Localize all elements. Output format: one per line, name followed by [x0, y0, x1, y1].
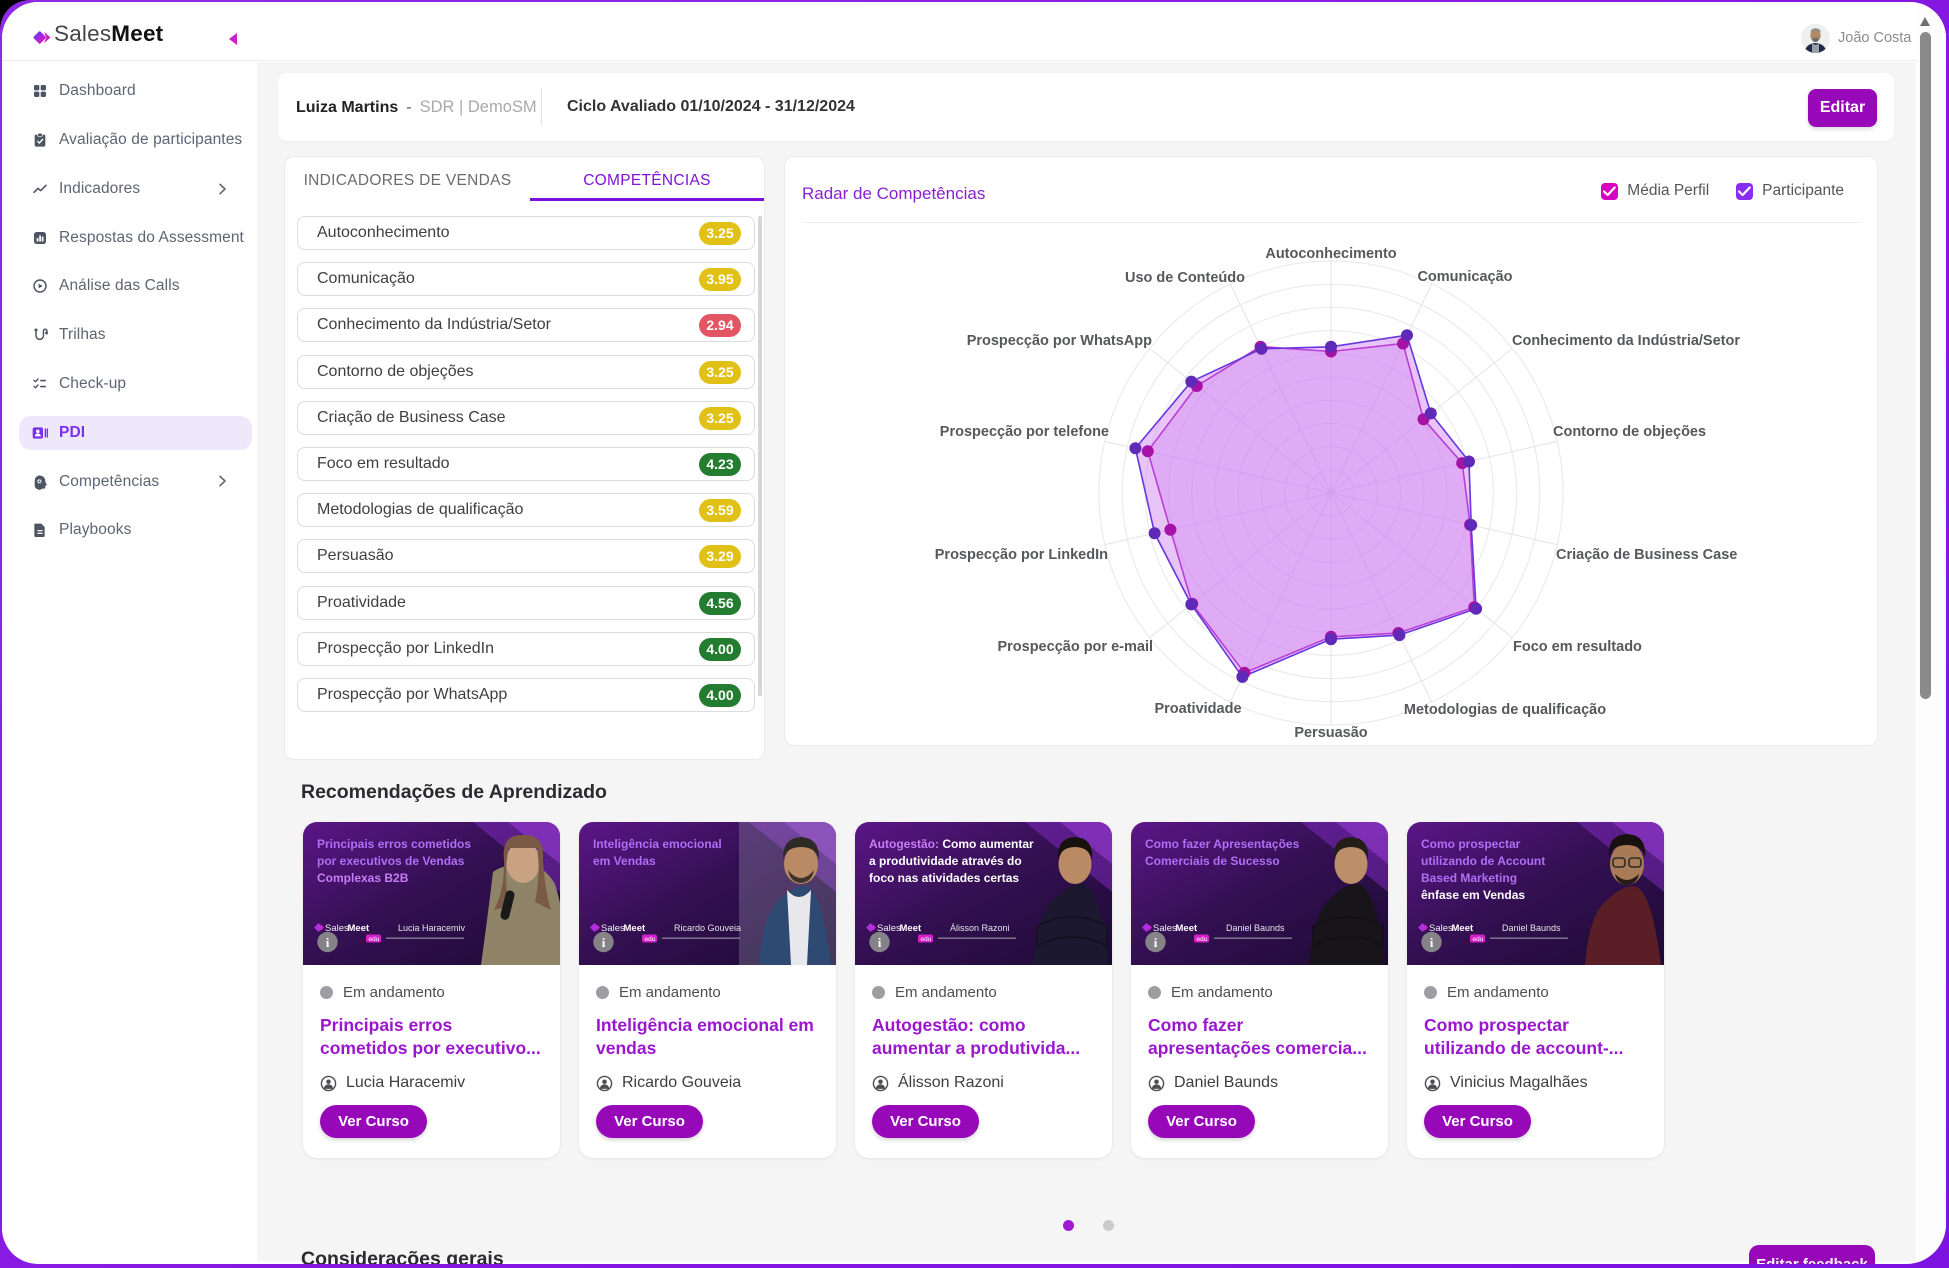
svg-text:Proatividade: Proatividade	[1154, 701, 1241, 717]
svg-text:i: i	[1430, 935, 1434, 950]
svg-text:utilizando de Account: utilizando de Account	[1421, 854, 1545, 868]
svg-text:Complexas B2B: Complexas B2B	[317, 871, 409, 885]
svg-text:i: i	[878, 935, 882, 950]
svg-text:Inteligência emocional: Inteligência emocional	[593, 837, 722, 851]
svg-text:Foco em resultado: Foco em resultado	[1513, 639, 1642, 655]
svg-text:Daniel Baunds: Daniel Baunds	[1502, 923, 1561, 933]
svg-text:Based Marketing: Based Marketing	[1421, 871, 1517, 885]
svg-text:foco nas atividades certas: foco nas atividades certas	[869, 871, 1019, 885]
svg-text:Sales: Sales	[877, 923, 901, 934]
svg-text:Ricardo Gouveia: Ricardo Gouveia	[674, 923, 741, 933]
svg-text:Principais erros cometidos: Principais erros cometidos	[317, 837, 471, 851]
svg-text:Metodologias de qualificação: Metodologias de qualificação	[1404, 702, 1606, 718]
svg-text:Como fazer Apresentações: Como fazer Apresentações	[1145, 837, 1300, 851]
svg-text:i: i	[326, 935, 330, 950]
svg-text:ênfase em Vendas: ênfase em Vendas	[1421, 888, 1525, 902]
svg-text:Prospecção por telefone: Prospecção por telefone	[940, 424, 1109, 440]
svg-text:Sales: Sales	[325, 923, 349, 934]
svg-text:Lucia Haracemiv: Lucia Haracemiv	[398, 923, 466, 933]
svg-text:Meet: Meet	[1176, 923, 1198, 934]
svg-text:Comerciais de Sucesso: Comerciais de Sucesso	[1145, 854, 1280, 868]
svg-text:Contorno de objeções: Contorno de objeções	[1553, 424, 1706, 440]
svg-text:Prospecção por e-mail: Prospecção por e-mail	[997, 639, 1153, 655]
svg-text:Comunicação: Comunicação	[1417, 269, 1512, 285]
svg-text:edu: edu	[369, 936, 380, 943]
svg-text:Autoconhecimento: Autoconhecimento	[1265, 246, 1396, 262]
svg-text:i: i	[1154, 935, 1158, 950]
svg-text:Uso de Conteúdo: Uso de Conteúdo	[1125, 270, 1245, 286]
svg-text:Sales: Sales	[601, 923, 625, 934]
svg-text:Autogestão: Como aumentar: Autogestão: Como aumentar	[869, 837, 1034, 851]
svg-text:a produtividade através do: a produtividade através do	[869, 854, 1022, 868]
svg-text:Conhecimento da Indústria/Seto: Conhecimento da Indústria/Setor	[1512, 333, 1740, 349]
svg-text:em Vendas: em Vendas	[593, 854, 656, 868]
svg-text:edu: edu	[1197, 936, 1208, 943]
svg-text:edu: edu	[921, 936, 932, 943]
svg-text:Sales: Sales	[1429, 923, 1453, 934]
svg-text:edu: edu	[645, 936, 656, 943]
svg-text:Meet: Meet	[348, 923, 370, 934]
svg-text:Meet: Meet	[1452, 923, 1474, 934]
svg-text:Persuasão: Persuasão	[1294, 725, 1367, 741]
svg-text:Daniel Baunds: Daniel Baunds	[1226, 923, 1285, 933]
svg-text:por executivos de Vendas: por executivos de Vendas	[317, 854, 465, 868]
svg-text:Criação de Business Case: Criação de Business Case	[1556, 547, 1737, 563]
svg-text:Meet: Meet	[624, 923, 646, 934]
svg-text:Como prospectar: Como prospectar	[1421, 837, 1521, 851]
svg-text:i: i	[602, 935, 606, 950]
svg-text:Álisson Razoni: Álisson Razoni	[950, 923, 1010, 933]
svg-text:edu: edu	[1473, 936, 1484, 943]
svg-text:Sales: Sales	[1153, 923, 1177, 934]
svg-text:Meet: Meet	[900, 923, 922, 934]
svg-text:Prospecção por WhatsApp: Prospecção por WhatsApp	[967, 333, 1152, 349]
svg-text:Prospecção por LinkedIn: Prospecção por LinkedIn	[935, 547, 1108, 563]
